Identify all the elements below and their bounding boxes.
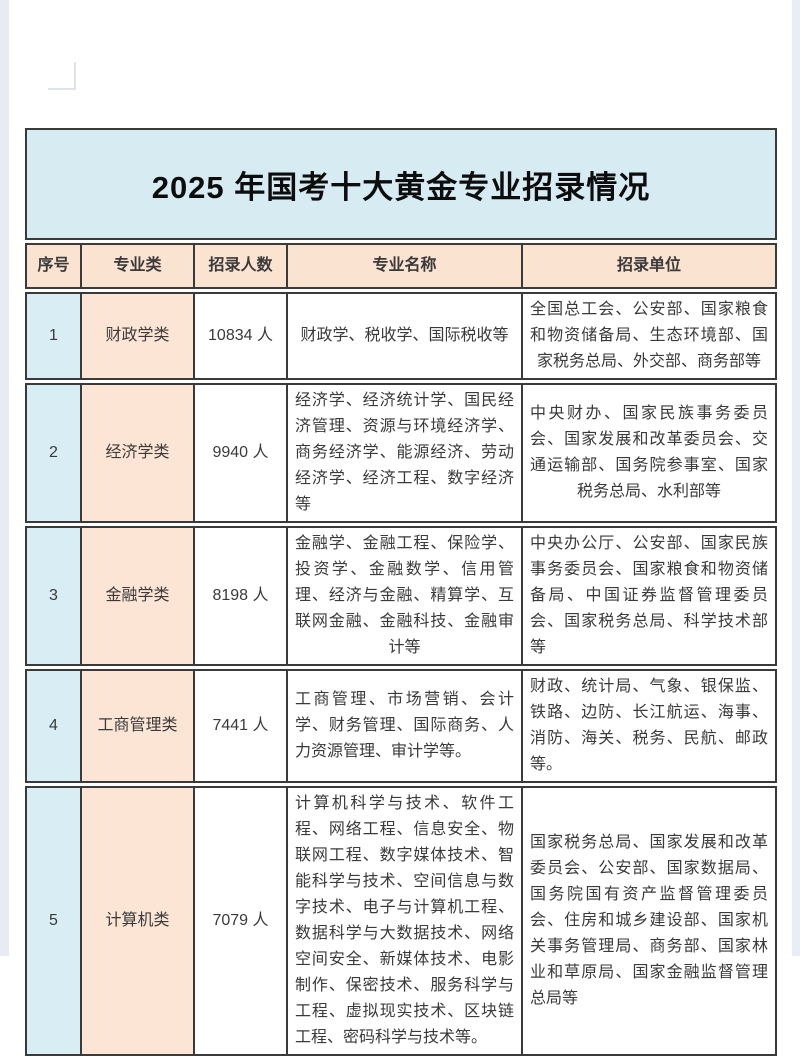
table-row: 4 工商管理类 7441 人 工商管理、市场营销、会计学、财务管理、国际商务、人…: [25, 669, 777, 783]
header-units-label: 招录单位: [616, 257, 681, 274]
cell-majors: 工商管理、市场营销、会计学、财务管理、国际商务、人力资源管理、审计学等。: [288, 669, 523, 783]
table-title-band: 2025 年国考十大黄金专业招录情况: [25, 128, 777, 240]
cell-units: 国家税务总局、国家发展和改革委员会、公安部、国家数据局、国务院国有资产监督管理委…: [523, 786, 777, 1056]
cell-units: 财政、统计局、气象、银保监、铁路、边防、长江航运、海事、消防、海关、税务、民航、…: [523, 669, 777, 783]
recruit-count: 8198 人: [212, 587, 269, 604]
cell-category: 金融学类: [82, 526, 195, 666]
cell-no: 3: [25, 526, 82, 666]
cell-no: 5: [25, 786, 82, 1056]
header-majors-label: 专业名称: [372, 257, 437, 274]
recruit-count: 7079 人: [212, 912, 269, 929]
row-number: 2: [49, 444, 58, 461]
cell-majors: 财政学、税收学、国际税收等: [288, 292, 523, 380]
header-category-label: 专业类: [113, 257, 162, 274]
recruit-count: 9940 人: [212, 444, 269, 461]
cell-units: 全国总工会、公安部、国家粮食和物资储备局、生态环境部、国家税务总局、外交部、商务…: [523, 292, 777, 380]
recruitment-table: 2025 年国考十大黄金专业招录情况 序号 专业类 招录人数 专业名称 招录单位…: [25, 128, 777, 1056]
major-category: 经济学类: [105, 444, 170, 461]
cell-category: 财政学类: [82, 292, 195, 380]
cell-no: 2: [25, 383, 82, 523]
row-number: 5: [49, 912, 58, 929]
major-category: 工商管理类: [97, 717, 178, 734]
cell-units: 中央办公厅、公安部、国家民族事务委员会、国家粮食和物资储备局、中国证券监督管理委…: [523, 526, 777, 666]
header-count: 招录人数: [195, 243, 288, 289]
cell-count: 7079 人: [195, 786, 288, 1056]
recruit-count: 7441 人: [212, 717, 269, 734]
cell-count: 8198 人: [195, 526, 288, 666]
major-names: 经济学、经济统计学、国民经济管理、资源与环境经济学、商务经济学、能源经济、劳动经…: [295, 392, 514, 513]
table-row: 1 财政学类 10834 人 财政学、税收学、国际税收等 全国总工会、公安部、国…: [25, 292, 777, 380]
cell-count: 10834 人: [195, 292, 288, 380]
recruit-units: 国家税务总局、国家发展和改革委员会、公安部、国家数据局、国务院国有资产监督管理委…: [530, 834, 768, 1007]
recruit-units: 中央财办、国家民族事务委员会、国家发展和改革委员会、交通运输部、国务院参事室、国…: [530, 405, 768, 500]
major-names: 财政学、税收学、国际税收等: [300, 327, 509, 344]
cell-majors: 计算机科学与技术、软件工程、网络工程、信息安全、物联网工程、数字媒体技术、智能科…: [288, 786, 523, 1056]
header-no: 序号: [25, 243, 82, 289]
cell-category: 工商管理类: [82, 669, 195, 783]
major-names: 金融学、金融工程、保险学、投资学、金融数学、信用管理、经济与金融、精算学、互联网…: [295, 535, 514, 656]
header-category: 专业类: [82, 243, 195, 289]
crop-mark-top: [48, 62, 76, 90]
cell-count: 7441 人: [195, 669, 288, 783]
cell-count: 9940 人: [195, 383, 288, 523]
recruit-units: 全国总工会、公安部、国家粮食和物资储备局、生态环境部、国家税务总局、外交部、商务…: [530, 301, 768, 370]
major-names: 工商管理、市场营销、会计学、财务管理、国际商务、人力资源管理、审计学等。: [295, 691, 514, 760]
cell-majors: 金融学、金融工程、保险学、投资学、金融数学、信用管理、经济与金融、精算学、互联网…: [288, 526, 523, 666]
row-number: 4: [49, 717, 58, 734]
recruit-units: 财政、统计局、气象、银保监、铁路、边防、长江航运、海事、消防、海关、税务、民航、…: [530, 678, 768, 773]
page-edge-right: [792, 0, 800, 956]
table-row: 5 计算机类 7079 人 计算机科学与技术、软件工程、网络工程、信息安全、物联…: [25, 786, 777, 1056]
header-majors: 专业名称: [288, 243, 523, 289]
table-row: 3 金融学类 8198 人 金融学、金融工程、保险学、投资学、金融数学、信用管理…: [25, 526, 777, 666]
cell-majors: 经济学、经济统计学、国民经济管理、资源与环境经济学、商务经济学、能源经济、劳动经…: [288, 383, 523, 523]
header-count-label: 招录人数: [208, 257, 273, 274]
major-category: 计算机类: [105, 912, 170, 929]
table-row: 2 经济学类 9940 人 经济学、经济统计学、国民经济管理、资源与环境经济学、…: [25, 383, 777, 523]
page-title: 2025 年国考十大黄金专业招录情况: [151, 169, 651, 205]
cell-units: 中央财办、国家民族事务委员会、国家发展和改革委员会、交通运输部、国务院参事室、国…: [523, 383, 777, 523]
table-header-row: 序号 专业类 招录人数 专业名称 招录单位: [25, 243, 777, 289]
header-no-label: 序号: [37, 257, 70, 274]
row-number: 1: [49, 327, 58, 344]
recruit-units: 中央办公厅、公安部、国家民族事务委员会、国家粮食和物资储备局、中国证券监督管理委…: [530, 535, 768, 656]
cell-no: 1: [25, 292, 82, 380]
row-number: 3: [49, 587, 58, 604]
major-names: 计算机科学与技术、软件工程、网络工程、信息安全、物联网工程、数字媒体技术、智能科…: [295, 795, 514, 1046]
major-category: 金融学类: [105, 587, 170, 604]
page-edge-left: [0, 0, 9, 956]
header-units: 招录单位: [523, 243, 777, 289]
recruit-count: 10834 人: [208, 327, 273, 344]
major-category: 财政学类: [105, 327, 170, 344]
cell-category: 计算机类: [82, 786, 195, 1056]
cell-category: 经济学类: [82, 383, 195, 523]
cell-no: 4: [25, 669, 82, 783]
